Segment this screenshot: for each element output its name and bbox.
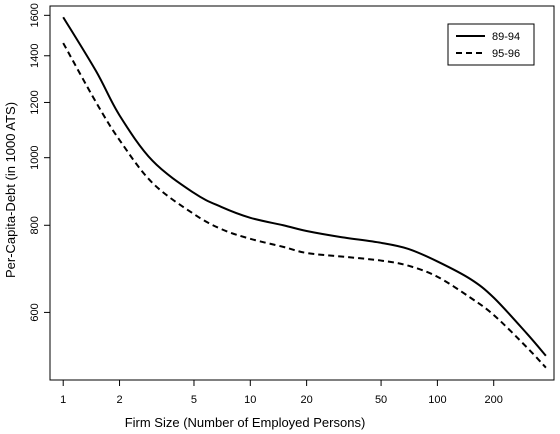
y-tick-label: 1200 — [29, 90, 41, 114]
legend: 89-94 95-96 — [447, 23, 535, 66]
x-tick-label: 5 — [191, 394, 197, 406]
y-axis-label: Per-Capita-Debt (in 1000 ATS) — [3, 102, 18, 278]
x-tick-label: 200 — [485, 394, 503, 406]
legend-label-95-96: 95-96 — [492, 48, 520, 60]
legend-label-89-94: 89-94 — [492, 31, 520, 43]
x-tick-label: 1 — [60, 394, 66, 406]
series-layer — [62, 16, 547, 369]
y-tick-label: 1400 — [29, 44, 41, 68]
x-tick-label: 10 — [244, 394, 256, 406]
x-axis-label: Firm Size (Number of Employed Persons) — [125, 415, 366, 430]
y-tick-label: 800 — [29, 216, 41, 234]
legend-box — [447, 23, 535, 66]
x-axis: 1 2 5 10 20 50 100 200 — [60, 380, 503, 406]
x-tick-label: 20 — [300, 394, 312, 406]
series-line-95-96 — [62, 42, 547, 369]
y-tick-label: 1600 — [29, 3, 41, 27]
plot-frame — [49, 5, 555, 381]
y-tick-label: 600 — [29, 303, 41, 321]
y-axis: 600 800 1000 1200 1400 1600 — [29, 3, 50, 322]
series-line-89-94 — [62, 16, 547, 357]
y-tick-label: 1000 — [29, 145, 41, 169]
x-tick-label: 2 — [116, 394, 122, 406]
x-tick-label: 50 — [375, 394, 387, 406]
x-tick-label: 100 — [428, 394, 446, 406]
